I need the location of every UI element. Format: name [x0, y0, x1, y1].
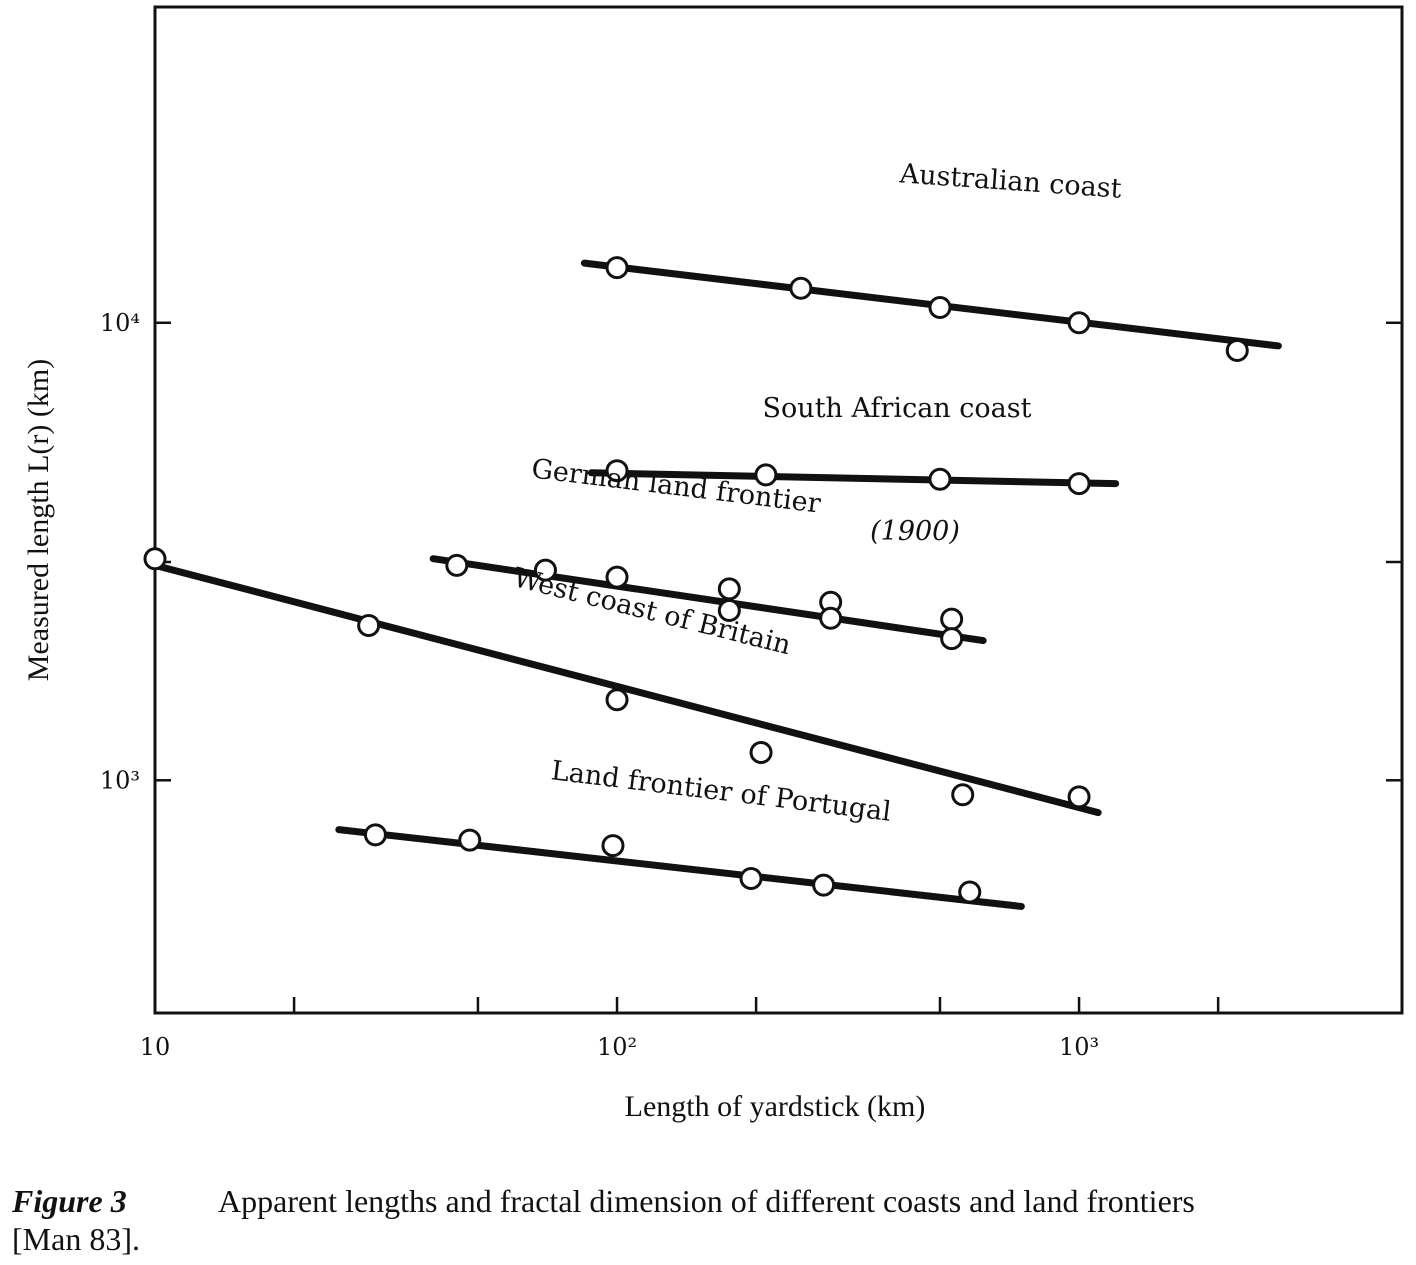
caption-text: Apparent lengths and fractal dimension o… — [218, 1183, 1195, 1219]
x-axis-title: Length of yardstick (km) — [625, 1090, 926, 1123]
series-label-west-coast-of-britain: West coast of Britain — [510, 562, 794, 661]
data-point — [605, 565, 629, 589]
data-point — [1225, 338, 1249, 362]
series-line — [151, 561, 1102, 817]
x-tick-label: 10² — [597, 1033, 637, 1061]
data-point — [601, 834, 625, 858]
data-point — [940, 607, 964, 631]
data-point — [812, 873, 836, 897]
annotation-year: (1900) — [870, 516, 960, 547]
data-point — [445, 553, 469, 577]
data-point — [749, 741, 773, 765]
data-point — [1067, 472, 1091, 496]
x-tick-label: 10³ — [1059, 1033, 1099, 1061]
data-point — [739, 867, 763, 891]
data-point — [717, 599, 741, 623]
y-tick-label: 10⁴ — [100, 309, 140, 337]
series-west-coast-of-britain — [143, 547, 1102, 817]
series-line — [429, 555, 987, 645]
data-point — [928, 295, 952, 319]
series-australian-coast — [580, 256, 1282, 362]
data-point — [951, 783, 975, 807]
caption-label: Figure 3 — [12, 1183, 127, 1219]
series-layer — [143, 256, 1282, 910]
data-point — [1067, 311, 1091, 335]
data-point — [533, 558, 557, 582]
data-point — [789, 276, 813, 300]
series-german-land-frontier — [429, 553, 987, 651]
series-label-german-land-frontier: German land frontier — [530, 453, 823, 519]
data-point — [819, 606, 843, 630]
data-point — [605, 459, 629, 483]
data-point — [143, 547, 167, 571]
figure-caption: Figure 3 Apparent lengths and fractal di… — [12, 1182, 1407, 1258]
y-axis-ticks: 10³ 10⁴ — [100, 309, 1402, 794]
series-label-south-african-coast: South African coast — [763, 393, 1032, 424]
data-point — [363, 823, 387, 847]
data-point — [458, 828, 482, 852]
series-label-land-frontier-of-portugal: Land frontier of Portugal — [549, 755, 892, 827]
series-land-frontier-of-portugal — [335, 823, 1025, 910]
data-point — [357, 613, 381, 637]
y-axis-title: Measured length L(r) (km) — [22, 359, 55, 681]
data-point — [717, 577, 741, 601]
series-line — [335, 826, 1025, 910]
data-point — [605, 688, 629, 712]
data-point — [928, 467, 952, 491]
series-line — [587, 469, 1120, 488]
plot-frame — [153, 5, 1404, 1015]
data-point — [958, 880, 982, 904]
data-point — [605, 256, 629, 280]
data-point — [940, 627, 964, 651]
x-tick-label: 10 — [140, 1033, 171, 1061]
x-axis-ticks: 10 10² 10³ — [140, 997, 1220, 1061]
y-tick-label: 10³ — [100, 766, 140, 794]
series-south-african-coast — [587, 459, 1120, 496]
series-label-australian-coast: Australian coast — [898, 158, 1123, 204]
data-point — [1067, 785, 1091, 809]
data-point — [754, 463, 778, 487]
caption-reference: [Man 83]. — [12, 1221, 140, 1257]
chart: 10 10² 10³ 10³ 10⁴ Australian coast South Af… — [22, 5, 1404, 1123]
labels-layer: Australian coast South African coast Germa… — [510, 158, 1122, 828]
